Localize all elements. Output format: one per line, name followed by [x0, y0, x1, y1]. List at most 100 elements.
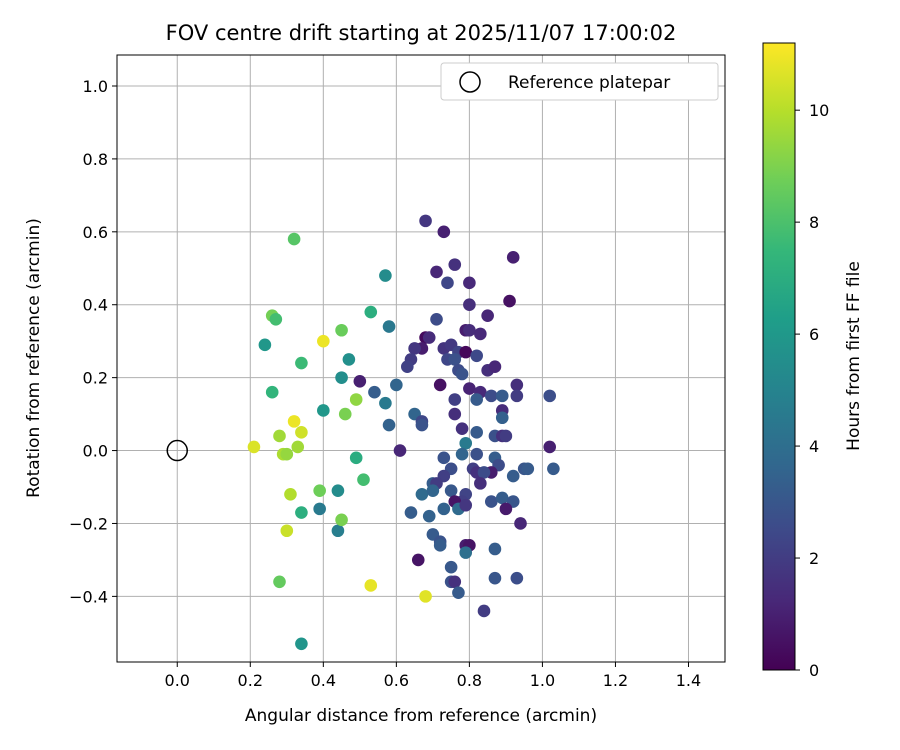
scatter-point	[510, 571, 524, 585]
scatter-point	[459, 498, 473, 512]
scatter-point	[470, 393, 483, 406]
scatter-point	[506, 251, 520, 264]
colorbar-ticks: 0 2 4 6 8 10	[795, 101, 829, 680]
scatter-point	[463, 276, 476, 290]
scatter-point	[280, 524, 294, 538]
scatter-point	[364, 579, 378, 592]
scatter-point	[452, 586, 465, 600]
scatter-point	[280, 447, 294, 461]
scatter-point	[463, 382, 476, 395]
scatter-point	[470, 447, 483, 461]
scatter-point	[470, 349, 483, 363]
colorbar-tick-label: 0	[809, 661, 819, 680]
colorbar-tick-label: 2	[809, 549, 819, 568]
scatter-point	[408, 342, 421, 355]
scatter-point	[247, 440, 261, 454]
scatter-point	[437, 225, 451, 239]
x-tick-label: 0.8	[457, 671, 482, 690]
scatter-point	[484, 495, 498, 508]
scatter-point	[459, 345, 473, 359]
scatter-point	[349, 451, 363, 465]
scatter-point	[419, 214, 432, 228]
scatter-point	[422, 331, 436, 344]
scatter-point	[295, 506, 308, 519]
scatter-point	[265, 385, 279, 399]
scatter-point	[379, 269, 392, 282]
scatter-point	[273, 429, 286, 443]
y-tick-label: −0.2	[69, 514, 108, 533]
x-tick-label: 0.0	[165, 671, 190, 690]
scatter-point	[448, 393, 462, 406]
plot-frame	[116, 54, 726, 663]
scatter-point	[444, 484, 458, 497]
colorbar-tick-label: 10	[809, 101, 829, 120]
scatter-point	[364, 305, 378, 319]
scatter-point	[287, 232, 301, 246]
scatter-point	[382, 320, 396, 333]
scatter-point	[481, 309, 494, 322]
scatter-point	[357, 473, 370, 487]
scatter-point	[415, 488, 429, 501]
scatter-point	[317, 334, 330, 348]
scatter-point	[335, 371, 348, 384]
scatter-point	[474, 327, 487, 341]
legend-label: Reference platepar	[508, 73, 670, 93]
scatter-point	[455, 367, 469, 381]
y-tick-label: −0.4	[69, 587, 108, 606]
data-points	[247, 214, 560, 651]
y-axis-label: Rotation from reference (arcmin)	[24, 218, 44, 498]
x-tick-label: 0.2	[238, 671, 263, 690]
scatter-point	[433, 378, 447, 392]
scatter-point	[459, 436, 473, 450]
reference-marker	[166, 439, 189, 462]
colorbar-gradient	[762, 42, 796, 671]
scatter-point	[411, 553, 425, 567]
colorbar-tick-label: 6	[809, 325, 819, 344]
scatter-point	[488, 360, 502, 374]
scatter-point	[463, 323, 476, 337]
colorbar-label: Hours from first FF file	[844, 261, 864, 451]
scatter-point	[426, 484, 440, 497]
x-tick-label: 1.0	[530, 671, 555, 690]
grid-lines	[117, 55, 725, 662]
scatter-point	[335, 513, 348, 527]
scatter-point	[455, 447, 469, 461]
x-tick-label: 0.6	[384, 671, 409, 690]
scatter-point	[338, 407, 352, 421]
colorbar-tick-label: 4	[809, 437, 819, 456]
chart-title: FOV centre drift starting at 2025/11/07 …	[166, 21, 677, 45]
scatter-point	[287, 415, 301, 428]
x-axis-label: Angular distance from reference (arcmin)	[245, 706, 597, 726]
legend: Reference platepar	[440, 62, 719, 101]
scatter-point	[295, 637, 308, 651]
scatter-point	[284, 488, 297, 501]
legend-box	[440, 62, 719, 101]
scatter-point	[382, 418, 396, 432]
y-tick-label: 1.0	[83, 77, 108, 96]
scatter-point	[547, 462, 560, 476]
scatter-point	[495, 411, 509, 425]
x-tick-label: 1.4	[676, 671, 701, 690]
scatter-point	[499, 502, 513, 516]
scatter-point	[448, 575, 462, 589]
colorbar-tick-label: 8	[809, 213, 819, 232]
y-tick-label: 0.6	[83, 223, 108, 242]
scatter-point	[441, 276, 454, 290]
scatter-point	[342, 353, 356, 366]
scatter-point	[353, 374, 367, 388]
scatter-point	[317, 404, 330, 417]
scatter-point	[463, 298, 476, 312]
scatter-point	[393, 444, 407, 457]
y-tick-label: 0.8	[83, 150, 108, 169]
scatter-point	[444, 560, 458, 574]
scatter-point	[448, 353, 462, 366]
x-axis-ticks: 0.0 0.2 0.4 0.6 0.8 1.0 1.2 1.4	[165, 662, 701, 690]
scatter-point	[273, 575, 286, 589]
scatter-point	[514, 517, 527, 530]
scatter-point	[448, 407, 462, 421]
scatter-point	[430, 265, 443, 279]
y-axis-ticks: −0.4 −0.2 0.0 0.2 0.4 0.6 0.8 1.0	[69, 77, 117, 606]
scatter-point	[419, 590, 432, 603]
scatter-point	[331, 524, 345, 538]
